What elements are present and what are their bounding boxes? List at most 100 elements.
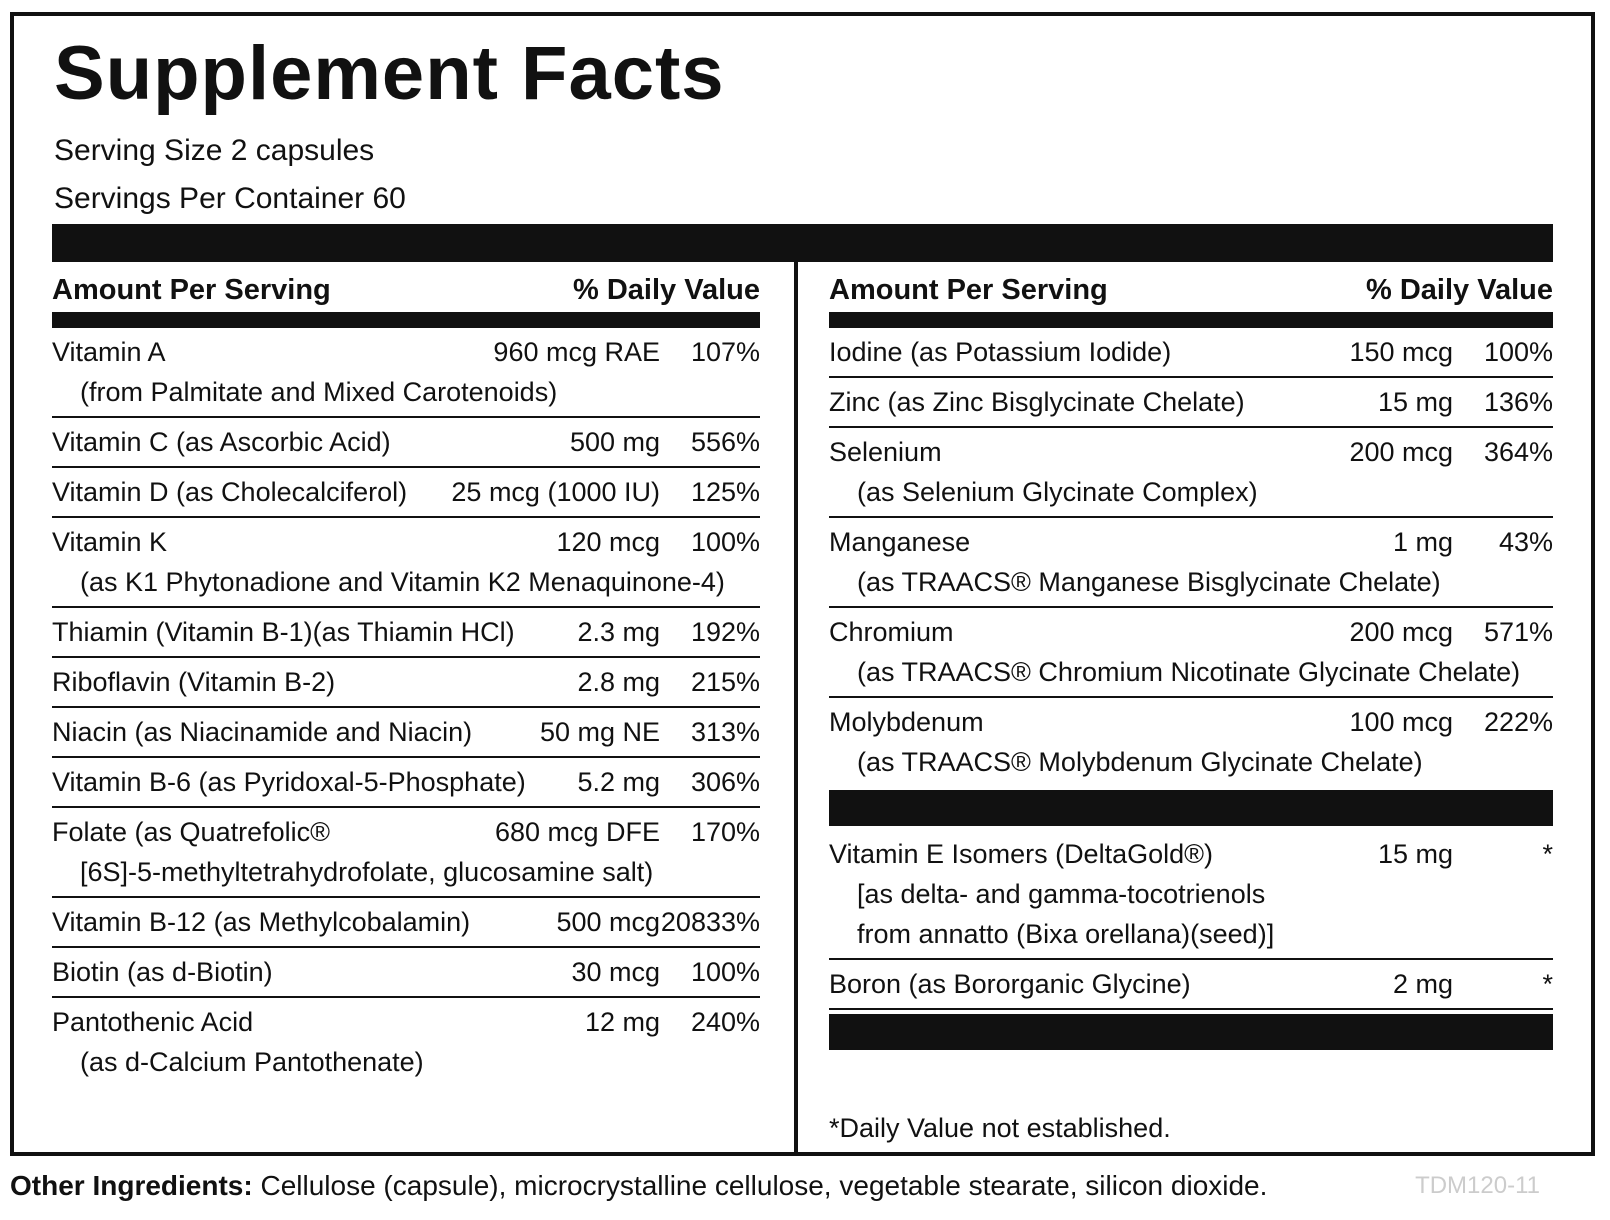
nutrient-dv: *	[1542, 839, 1553, 869]
column-divider	[794, 262, 798, 1152]
nutrient-amount: 25 mcg (1000 IU)	[451, 477, 660, 507]
facts-panel: Supplement Facts Serving Size 2 capsules…	[10, 12, 1595, 1156]
nutrient-line: Selenium 200 mcg 364%	[829, 432, 1553, 472]
nutrient-name: Selenium	[829, 437, 942, 467]
nutrient-dv: 306%	[690, 767, 760, 797]
nutrient-source: (as d-Calcium Pantothenate)	[80, 1047, 424, 1077]
nutrient-dv: 136%	[1483, 387, 1553, 417]
column-header: Amount Per Serving % Daily Value	[52, 268, 760, 328]
nutrient-row: Vitamin C (as Ascorbic Acid) 500 mg 556%	[52, 418, 760, 468]
nutrient-line: Vitamin B-12 (as Methylcobalamin) 500 mcg…	[52, 902, 760, 942]
footnote: *Daily Value not established.	[829, 1113, 1171, 1143]
nutrient-name: Manganese	[829, 527, 971, 557]
nutrient-name: Vitamin B-6 (as Pyridoxal-5-Phosphate)	[52, 767, 526, 797]
nutrient-dv: 100%	[690, 957, 760, 987]
nutrient-amount: 500 mg	[569, 427, 660, 457]
nutrient-dv: 20833%	[660, 907, 760, 937]
nutrient-name: Vitamin K	[52, 527, 168, 557]
nutrient-row: Vitamin B-12 (as Methylcobalamin) 500 mcg…	[52, 898, 760, 948]
nutrient-name: Thiamin (Vitamin B-1)(as Thiamin HCl)	[52, 617, 515, 647]
nutrient-amount: 100 mcg	[1349, 707, 1453, 737]
other-ingredients: Other Ingredients: Cellulose (capsule), …	[10, 1170, 1267, 1202]
nutrient-row: Manganese 1 mg 43% (as TRAACS® Manganese Bi…	[829, 518, 1553, 608]
right-column: Amount Per Serving % Daily Value Iodine (a…	[829, 268, 1553, 1144]
nutrient-line: Vitamin E Isomers (DeltaGold®) 15 mg *	[829, 834, 1553, 874]
nutrient-amount: 5.2 mg	[577, 767, 660, 797]
column-header: Amount Per Serving % Daily Value	[829, 268, 1553, 328]
nutrient-name: Chromium	[829, 617, 954, 647]
nutrient-row: Vitamin K 120 mcg 100% (as K1 Phytonadione …	[52, 518, 760, 608]
nutrient-row: Vitamin B-6 (as Pyridoxal-5-Phosphate) 5.…	[52, 758, 760, 808]
nutrient-source: from annatto (Bixa orellana)(seed)]	[857, 919, 1275, 949]
nutrient-dv: 556%	[690, 427, 760, 457]
nutrient-amount: 150 mcg	[1349, 337, 1453, 367]
nutrient-source: (as Selenium Glycinate Complex)	[857, 477, 1258, 507]
nutrient-source: (from Palmitate and Mixed Carotenoids)	[80, 377, 558, 407]
nutrient-name: Vitamin B-12 (as Methylcobalamin)	[52, 907, 471, 937]
nutrient-name: Riboflavin (Vitamin B-2)	[52, 667, 336, 697]
nutrient-amount: 2.8 mg	[577, 667, 660, 697]
nutrient-name: Pantothenic Acid	[52, 1007, 254, 1037]
nutrient-line: Niacin (as Niacinamide and Niacin) 50 mg …	[52, 712, 760, 752]
nutrient-amount: 120 mcg	[556, 527, 660, 557]
separator-bar	[52, 224, 1553, 262]
nutrient-name: Vitamin D (as Cholecalciferol)	[52, 477, 408, 507]
amount-header: Amount Per Serving	[52, 273, 331, 306]
nutrient-dv: 100%	[690, 527, 760, 557]
nutrient-dv: 215%	[690, 667, 760, 697]
nutrient-amount: 960 mcg RAE	[493, 337, 660, 367]
nutrient-dv: 43%	[1498, 527, 1553, 557]
servings-per-container: Servings Per Container 60	[54, 182, 406, 215]
nutrient-name: Iodine (as Potassium Iodide)	[829, 337, 1172, 367]
nutrient-amount: 200 mcg	[1349, 437, 1453, 467]
nutrient-amount: 50 mg NE	[539, 717, 660, 747]
nutrient-line: Vitamin C (as Ascorbic Acid) 500 mg 556%	[52, 422, 760, 462]
nutrient-amount: 500 mcg	[556, 907, 660, 937]
nutrient-line: Vitamin D (as Cholecalciferol) 25 mcg (10…	[52, 472, 760, 512]
nutrient-row: Boron (as Bororganic Glycine) 2 mg *	[829, 960, 1553, 1010]
nutrient-source: (as TRAACS® Manganese Bisglycinate Chela…	[857, 567, 1441, 597]
nutrient-dv: 240%	[690, 1007, 760, 1037]
nutrient-name: Vitamin E Isomers (DeltaGold®)	[829, 839, 1214, 869]
nutrient-dv: *	[1542, 969, 1553, 999]
nutrient-source: (as TRAACS® Chromium Nicotinate Glycinat…	[857, 657, 1521, 687]
nutrient-line: Vitamin A 960 mcg RAE 107%	[52, 332, 760, 372]
nutrient-amount: 12 mg	[584, 1007, 660, 1037]
product-code: TDM120-11	[1415, 1172, 1540, 1199]
serving-size: Serving Size 2 capsules	[54, 134, 375, 167]
nutrient-row: Vitamin D (as Cholecalciferol) 25 mcg (10…	[52, 468, 760, 518]
dv-header: % Daily Value	[573, 273, 760, 306]
nutrient-line: Iodine (as Potassium Iodide) 150 mcg 100%	[829, 332, 1553, 372]
nutrient-name: Folate (as Quatrefolic®	[52, 817, 331, 847]
nutrient-row: Riboflavin (Vitamin B-2) 2.8 mg 215%	[52, 658, 760, 708]
nutrient-line: Vitamin K 120 mcg 100%	[52, 522, 760, 562]
nutrient-name: Vitamin C (as Ascorbic Acid)	[52, 427, 391, 457]
nutrient-line: Pantothenic Acid 12 mg 240%	[52, 1002, 760, 1042]
nutrient-amount: 1 mg	[1392, 527, 1453, 557]
title: Supplement Facts	[54, 31, 725, 116]
nutrient-name: Zinc (as Zinc Bisglycinate Chelate)	[829, 387, 1245, 417]
nutrient-amount: 680 mcg DFE	[494, 817, 660, 847]
nutrient-row: Molybdenum 100 mcg 222% (as TRAACS® Molybde…	[829, 698, 1553, 786]
nutrient-line: Zinc (as Zinc Bisglycinate Chelate) 15 mg…	[829, 382, 1553, 422]
nutrient-row: Iodine (as Potassium Iodide) 150 mcg 100%	[829, 328, 1553, 378]
nutrient-dv: 107%	[690, 337, 760, 367]
nutrient-source: (as TRAACS® Molybdenum Glycinate Chelate…	[857, 747, 1423, 777]
nutrient-name: Molybdenum	[829, 707, 984, 737]
nutrient-name: Vitamin A	[52, 337, 166, 367]
nutrient-dv: 222%	[1483, 707, 1553, 737]
left-column: Amount Per Serving % Daily Value Vitamin A…	[52, 268, 760, 1086]
nutrient-row: Vitamin E Isomers (DeltaGold®) 15 mg * [as …	[829, 830, 1553, 960]
nutrient-amount: 200 mcg	[1349, 617, 1453, 647]
other-text: Cellulose (capsule), microcrystalline ce…	[260, 1170, 1268, 1201]
nutrient-row: Selenium 200 mcg 364% (as Selenium Glycinat…	[829, 428, 1553, 518]
nutrient-amount: 15 mg	[1377, 387, 1453, 417]
nutrient-source: [6S]-5-methyltetrahydrofolate, glucosami…	[80, 857, 654, 887]
nutrient-row: Zinc (as Zinc Bisglycinate Chelate) 15 mg…	[829, 378, 1553, 428]
nutrient-line: Thiamin (Vitamin B-1)(as Thiamin HCl) 2.3…	[52, 612, 760, 652]
separator-bar	[829, 1014, 1553, 1050]
nutrient-line: Molybdenum 100 mcg 222%	[829, 702, 1553, 742]
nutrient-row: Folate (as Quatrefolic® 680 mcg DFE 170% [6…	[52, 808, 760, 898]
nutrient-line: Boron (as Bororganic Glycine) 2 mg *	[829, 964, 1553, 1004]
nutrient-line: Manganese 1 mg 43%	[829, 522, 1553, 562]
